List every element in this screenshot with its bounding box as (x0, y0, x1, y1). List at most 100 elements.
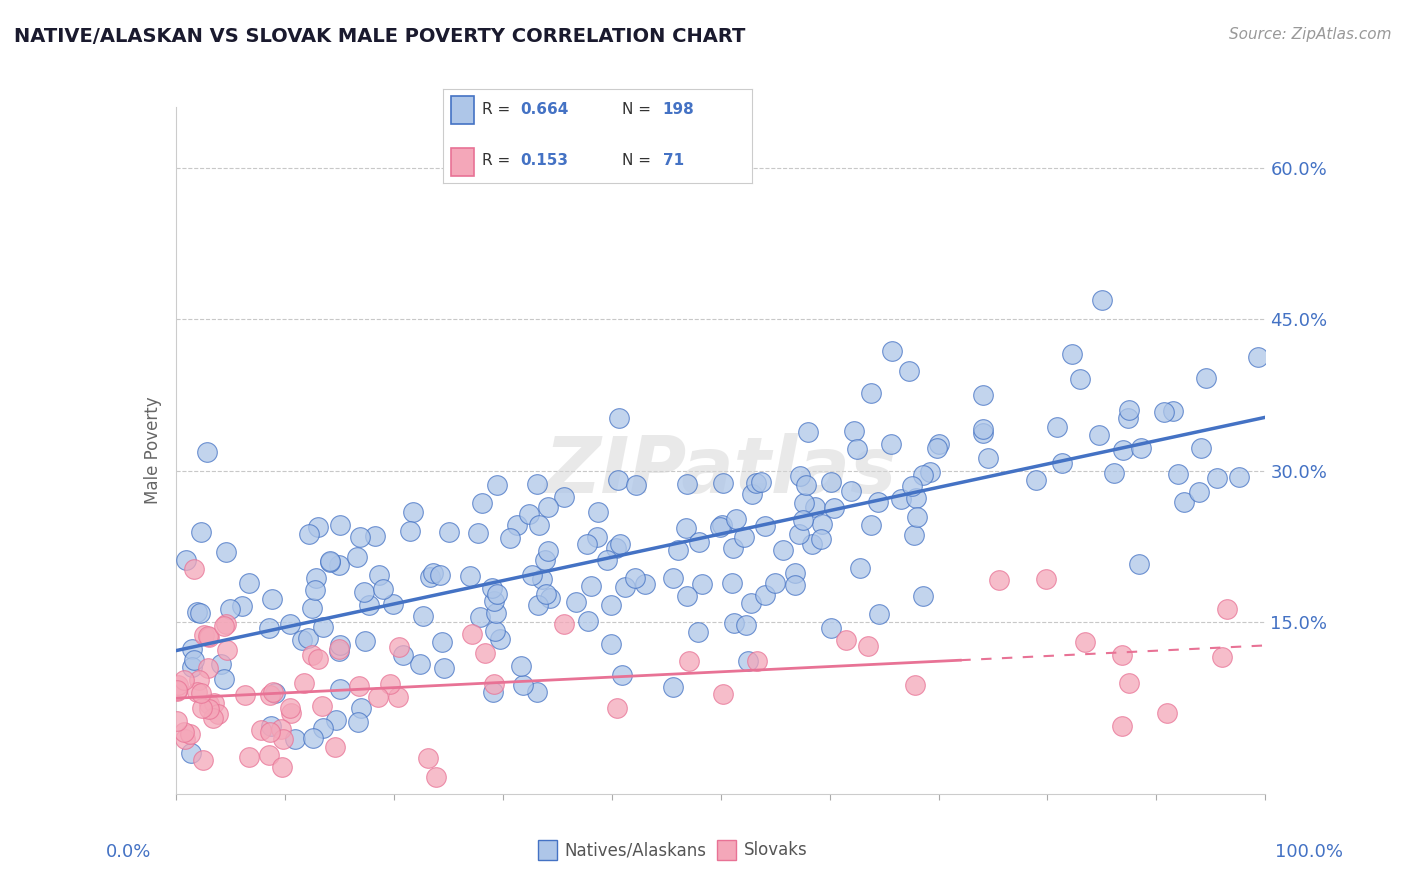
Point (422, 566, 444, 581)
Point (754, 588, 776, 602)
Point (291, 632, 314, 647)
Point (484, 624, 506, 638)
Point (380, 677, 402, 691)
Point (474, 646, 496, 660)
Point (195, 445, 218, 459)
Point (792, 513, 814, 527)
Point (820, 475, 842, 489)
Point (425, 770, 447, 784)
Point (166, 683, 188, 698)
Point (1062, 347, 1084, 361)
Point (1216, 602, 1239, 616)
Point (1246, 350, 1268, 364)
Point (180, 747, 202, 761)
Point (328, 642, 350, 657)
Point (903, 528, 925, 542)
Text: NATIVE/ALASKAN VS SLOVAK MALE POVERTY CORRELATION CHART: NATIVE/ALASKAN VS SLOVAK MALE POVERTY CO… (14, 27, 745, 45)
Point (197, 631, 219, 645)
Point (596, 553, 619, 567)
Point (904, 678, 927, 692)
Point (371, 582, 394, 597)
Point (292, 675, 315, 690)
Point (785, 566, 807, 581)
Point (188, 606, 211, 620)
Point (721, 541, 744, 556)
Point (198, 702, 221, 716)
Point (173, 673, 195, 687)
Point (804, 500, 827, 515)
Point (553, 617, 575, 632)
Point (666, 542, 689, 557)
Point (329, 681, 352, 696)
Point (662, 571, 685, 585)
Point (575, 537, 598, 551)
Point (409, 657, 432, 671)
Point (280, 700, 302, 714)
Point (470, 609, 492, 624)
Point (856, 639, 879, 653)
Point (763, 576, 786, 591)
Point (284, 731, 307, 746)
Point (187, 673, 209, 687)
Text: Slovaks: Slovaks (744, 841, 807, 859)
Point (280, 706, 302, 720)
Point (607, 410, 630, 425)
Point (987, 573, 1010, 587)
Point (848, 561, 870, 575)
Point (1191, 441, 1213, 455)
Point (737, 654, 759, 668)
Point (506, 517, 529, 532)
Point (868, 607, 890, 621)
Point (918, 466, 941, 480)
Text: Natives/Alaskans: Natives/Alaskans (564, 841, 706, 859)
Point (489, 632, 512, 647)
Point (388, 640, 411, 654)
Point (811, 517, 834, 532)
Point (839, 483, 862, 498)
Point (735, 617, 758, 632)
Point (357, 598, 380, 612)
Point (783, 577, 806, 591)
Point (733, 530, 755, 544)
Point (319, 554, 342, 568)
Point (846, 442, 869, 456)
Point (1116, 410, 1139, 425)
Point (1111, 648, 1133, 663)
Point (1206, 471, 1229, 485)
Point (482, 677, 505, 691)
Point (329, 518, 352, 533)
Point (367, 567, 389, 582)
Point (599, 637, 621, 651)
Point (1050, 456, 1073, 470)
Point (537, 500, 560, 515)
Point (565, 594, 588, 608)
Text: R =: R = (481, 153, 510, 169)
Point (928, 437, 950, 451)
Point (486, 587, 509, 601)
Point (534, 553, 557, 567)
Point (1069, 372, 1091, 386)
Point (897, 364, 920, 378)
Point (772, 543, 794, 558)
Point (301, 600, 323, 615)
Point (745, 476, 768, 491)
Point (823, 500, 845, 515)
Point (1156, 706, 1178, 720)
Point (972, 426, 994, 441)
Point (1227, 470, 1250, 484)
Point (499, 531, 522, 545)
Point (215, 544, 238, 558)
Point (260, 592, 283, 607)
Text: N =: N = (623, 153, 651, 169)
Point (1111, 719, 1133, 733)
Text: 71: 71 (662, 153, 683, 169)
Point (834, 632, 856, 647)
Point (842, 424, 865, 438)
Point (301, 648, 323, 663)
Point (890, 491, 912, 506)
Point (1102, 466, 1125, 480)
Point (329, 638, 352, 652)
Point (1173, 495, 1195, 509)
Point (678, 654, 700, 668)
Point (297, 632, 319, 646)
